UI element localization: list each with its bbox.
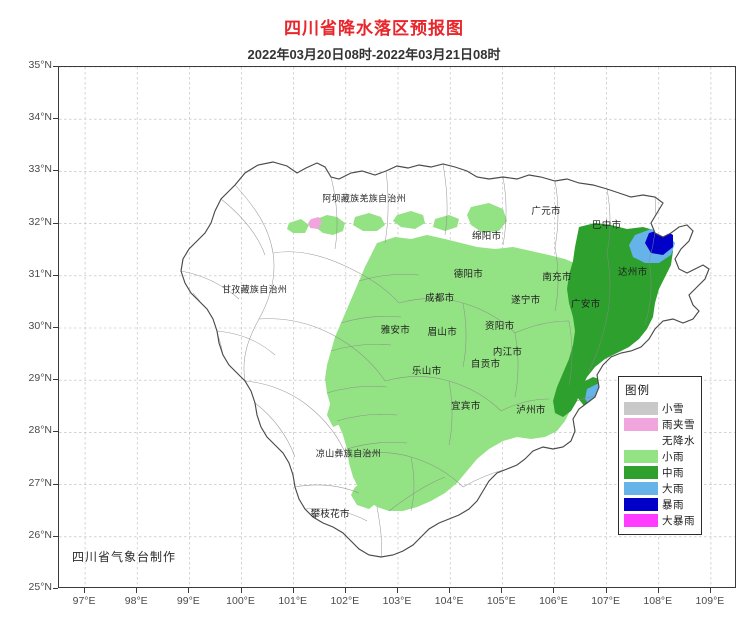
- legend-swatch: [624, 434, 658, 447]
- map-plot-area: 广元市 绵阳市 巴中市 德阳市 成都市 南充市 达州市 遂宁市 广安市 雅安市 眉山市 资阳市 内江市自…: [58, 66, 736, 588]
- legend-label: 无降水: [662, 435, 695, 447]
- x-axis-tick-mark: [136, 588, 138, 593]
- y-axis-tick: 35°N: [28, 59, 52, 71]
- y-axis-tick: 31°N: [28, 267, 52, 280]
- x-axis-tick: 102°E: [330, 595, 360, 607]
- x-axis-tick-mark: [188, 588, 190, 593]
- y-axis-tick: 27°N: [28, 476, 52, 489]
- legend-swatch: [624, 418, 658, 431]
- y-axis-tick: 33°N: [28, 163, 52, 176]
- legend-title: 图例: [625, 385, 650, 397]
- x-axis-tick: 107°E: [591, 595, 620, 607]
- legend-rows: 小雪雨夹雪无降水小雨中雨大雨暴雨大暴雨: [624, 401, 696, 528]
- legend-label: 中雨: [662, 467, 684, 479]
- y-axis-tick: 29°N: [28, 372, 52, 385]
- x-axis-tick: 101°E: [278, 595, 308, 607]
- x-axis-tick: 106°E: [539, 595, 568, 607]
- x-axis-tick: 100°E: [226, 595, 255, 607]
- x-axis-tick: 98°E: [124, 595, 148, 607]
- legend-item: 小雪: [624, 401, 696, 416]
- x-axis-tick-mark: [709, 588, 711, 593]
- y-axis-tick-mark: [53, 379, 58, 381]
- legend-label: 大雨: [662, 483, 684, 495]
- x-axis-tick-mark: [605, 588, 607, 593]
- legend-label: 小雨: [662, 451, 684, 463]
- x-axis-tick: 105°E: [486, 595, 516, 607]
- x-axis-tick: 97°E: [72, 595, 96, 607]
- zone-light-rain: [287, 203, 599, 511]
- legend-item: 无降水: [624, 433, 696, 448]
- x-axis-tick: 99°E: [176, 595, 200, 607]
- y-axis-tick-mark: [53, 66, 58, 67]
- county-boundaries: [181, 163, 657, 557]
- y-axis-tick: 28°N: [28, 424, 52, 437]
- legend-swatch: [624, 498, 658, 511]
- y-axis-tick-mark: [53, 274, 58, 276]
- y-axis-tick-mark: [53, 170, 58, 172]
- legend-swatch: [624, 450, 658, 463]
- x-axis-tick: 108°E: [643, 595, 673, 607]
- legend-swatch: [624, 482, 658, 495]
- x-axis-tick-mark: [240, 588, 242, 593]
- y-axis-tick: 26°N: [28, 528, 52, 541]
- legend-item: 雨夹雪: [624, 417, 696, 432]
- y-axis-tick: 30°N: [28, 320, 52, 332]
- x-axis-tick-mark: [553, 588, 555, 593]
- y-axis-tick-mark: [53, 431, 58, 433]
- legend-item: 中雨: [624, 465, 696, 480]
- y-axis-tick: 25°N: [28, 581, 52, 593]
- x-axis-tick-mark: [397, 588, 398, 593]
- sichuan-province-outline: [180, 161, 710, 558]
- legend-box: 图例 小雪雨夹雪无降水小雨中雨大雨暴雨大暴雨: [618, 376, 702, 535]
- x-axis-tick-mark: [84, 588, 86, 593]
- x-axis-tick-mark: [292, 588, 294, 593]
- y-axis-tick-mark: [53, 118, 58, 120]
- legend-swatch: [624, 514, 658, 527]
- legend-swatch: [624, 402, 658, 415]
- map-svg: [59, 67, 735, 587]
- y-axis-tick: 32°N: [28, 215, 52, 228]
- legend-swatch: [624, 466, 658, 479]
- y-axis-tick: 34°N: [28, 111, 52, 124]
- x-axis-tick-mark: [657, 588, 659, 593]
- legend-item: 小雨: [624, 449, 696, 464]
- precipitation-zones: [287, 203, 675, 511]
- legend-label: 暴雨: [662, 499, 684, 511]
- page-subtitle: 2022年03月20日08时-2022年03月21日08时: [247, 47, 501, 62]
- page-title: 四川省降水落区预报图: [284, 19, 464, 38]
- y-axis-tick-mark: [53, 327, 58, 328]
- legend-item: 暴雨: [624, 497, 696, 512]
- legend-label: 雨夹雪: [662, 419, 695, 431]
- x-axis-tick-mark: [344, 588, 346, 593]
- legend-label: 大暴雨: [662, 515, 695, 527]
- y-axis-tick-mark: [53, 483, 58, 485]
- x-axis-tick: 104°E: [434, 595, 464, 607]
- y-axis-tick-mark: [53, 222, 58, 224]
- legend-item: 大雨: [624, 481, 696, 496]
- legend-label: 小雪: [662, 403, 684, 415]
- attribution-text: 四川省气象台制作: [72, 550, 177, 564]
- y-axis-tick-mark: [53, 535, 58, 537]
- x-axis-tick: 109°E: [695, 595, 725, 607]
- y-axis-tick-mark: [53, 588, 58, 589]
- legend-item: 大暴雨: [624, 513, 696, 528]
- x-axis-tick: 103°E: [382, 595, 412, 607]
- x-axis-tick-mark: [501, 588, 503, 593]
- x-axis-tick-mark: [449, 588, 451, 593]
- zone-sleet: [308, 217, 322, 229]
